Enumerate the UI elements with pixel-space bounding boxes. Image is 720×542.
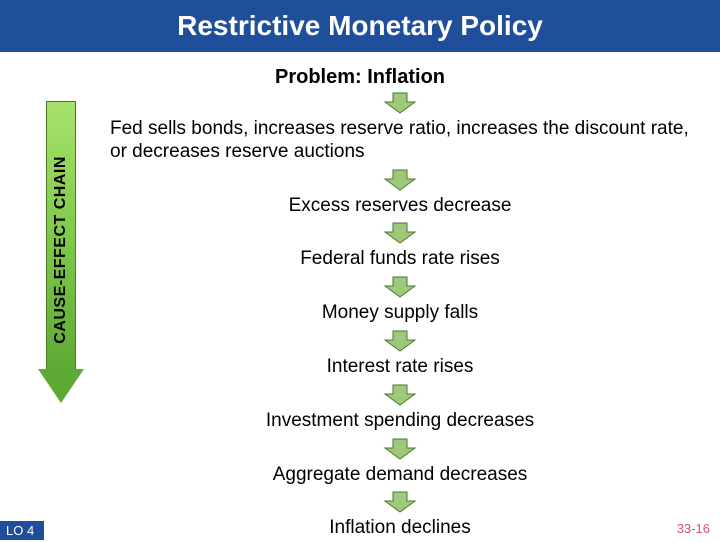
chain-step: Interest rate rises: [327, 356, 474, 379]
main-area: CAUSE-EFFECT CHAIN Fed sells bonds, incr…: [0, 89, 720, 519]
down-arrow-icon: [383, 491, 417, 513]
slide-title: Restrictive Monetary Policy: [177, 10, 543, 42]
title-bar: Restrictive Monetary Policy: [0, 0, 720, 52]
down-arrow-icon: [383, 276, 417, 298]
chain-step: Fed sells bonds, increases reserve ratio…: [100, 118, 700, 164]
down-arrow-icon: [383, 330, 417, 352]
page-number: 33-16: [677, 521, 710, 536]
sidebar-arrow-tip-icon: [38, 369, 84, 403]
cause-effect-sidebar: CAUSE-EFFECT CHAIN: [42, 101, 80, 401]
sidebar-label: CAUSE-EFFECT CHAIN: [52, 156, 70, 344]
down-arrow-icon: [383, 222, 417, 244]
cause-effect-chain: Fed sells bonds, increases reserve ratio…: [100, 89, 700, 542]
chain-step: Investment spending decreases: [266, 410, 534, 433]
down-arrow-icon: [383, 169, 417, 191]
problem-label: Problem: Inflation: [0, 66, 720, 89]
chain-step: Money supply falls: [322, 302, 478, 325]
learning-objective-badge: LO 4: [0, 521, 44, 540]
down-arrow-icon: [383, 92, 417, 114]
chain-step: Inflation declines: [329, 517, 471, 540]
chain-step: Federal funds rate rises: [300, 248, 500, 271]
chain-step: Excess reserves decrease: [289, 195, 512, 218]
down-arrow-icon: [383, 384, 417, 406]
chain-step: Aggregate demand decreases: [273, 464, 528, 487]
down-arrow-icon: [383, 438, 417, 460]
